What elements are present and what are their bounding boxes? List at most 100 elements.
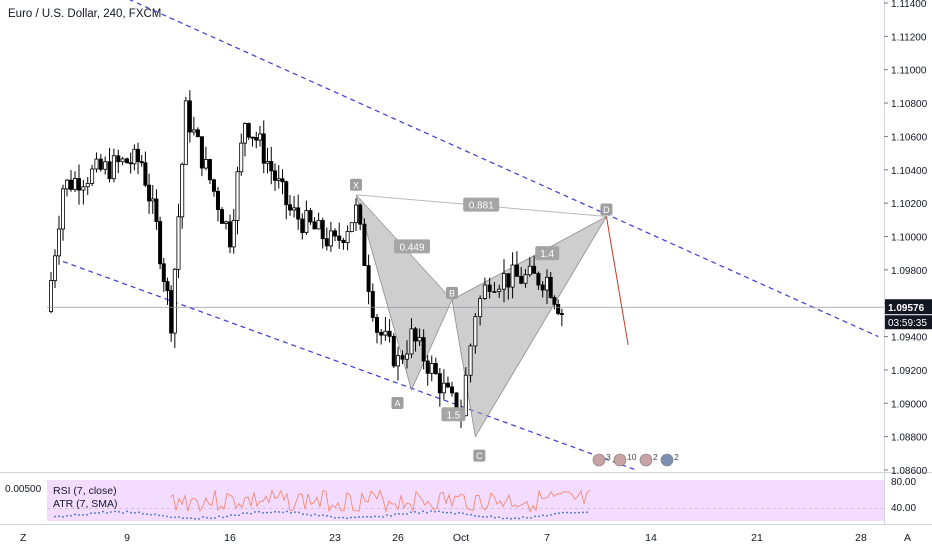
candle xyxy=(300,218,305,233)
atr-dot xyxy=(270,511,272,514)
candle xyxy=(65,179,70,190)
time-tick-label: 28 xyxy=(855,532,867,544)
candle xyxy=(374,317,379,333)
atr-dot xyxy=(258,510,260,513)
candle xyxy=(379,331,384,336)
candle xyxy=(128,162,133,165)
candle xyxy=(98,158,103,170)
atr-dot xyxy=(434,510,436,513)
atr-dot xyxy=(310,514,312,517)
candle xyxy=(69,179,74,190)
atr-dot xyxy=(374,515,376,518)
candle xyxy=(158,221,163,265)
candle xyxy=(332,230,337,237)
atr-dot xyxy=(558,512,560,514)
ratio-label: 0.449 xyxy=(399,242,424,253)
last-price-value: 1.09576 xyxy=(888,303,925,314)
candle xyxy=(254,137,259,141)
atr-dot xyxy=(230,514,232,516)
atr-dot xyxy=(154,513,156,516)
atr-dot xyxy=(266,511,268,514)
price-tick-label: 1.10600 xyxy=(891,132,928,143)
atr-dot xyxy=(386,514,388,516)
atr-dot xyxy=(422,510,424,513)
timezone-button: Z xyxy=(20,532,27,544)
atr-dot xyxy=(410,511,412,514)
atr-dot xyxy=(214,517,216,519)
price-tick-label: 1.11400 xyxy=(891,0,927,10)
event-count: 3 xyxy=(606,452,611,462)
atr-dot xyxy=(106,512,108,514)
candle xyxy=(143,162,148,186)
atr-dot xyxy=(282,511,284,514)
candle xyxy=(449,386,454,394)
pattern-triangle-xab[interactable] xyxy=(355,194,453,392)
atr-dot xyxy=(418,512,420,515)
candle xyxy=(191,129,196,133)
candle xyxy=(358,204,363,225)
atr-dot xyxy=(206,516,208,519)
candle xyxy=(308,210,313,223)
atr-dot xyxy=(130,511,132,514)
candle xyxy=(304,210,309,233)
atr-dot xyxy=(566,511,568,514)
atr-dot xyxy=(246,512,248,514)
channel-lower-line[interactable] xyxy=(62,260,637,471)
atr-dot xyxy=(238,514,240,517)
atr-dot xyxy=(318,514,320,517)
candle xyxy=(510,264,515,288)
atr-dot xyxy=(322,514,324,517)
ratio-label: 0.881 xyxy=(469,201,494,212)
candle xyxy=(548,276,553,298)
candle xyxy=(514,264,519,277)
candle xyxy=(219,209,224,224)
atr-dot xyxy=(474,515,476,517)
candle xyxy=(487,284,492,292)
eu-flag-icon[interactable] xyxy=(660,453,674,467)
candle xyxy=(227,221,232,248)
us-flag-icon[interactable] xyxy=(613,453,627,467)
projection-line[interactable] xyxy=(605,216,629,345)
candle xyxy=(556,303,561,314)
atr-dot xyxy=(510,517,512,520)
atr-dot xyxy=(438,510,440,513)
candle xyxy=(552,297,557,305)
atr-dot xyxy=(354,516,356,519)
candle xyxy=(165,281,170,292)
atr-dot xyxy=(378,515,380,518)
atr-dot xyxy=(382,516,384,518)
atr-dot xyxy=(530,517,532,519)
atr-dot xyxy=(218,515,220,518)
candle xyxy=(61,188,66,230)
candle xyxy=(316,220,321,230)
candle xyxy=(246,123,251,138)
candle xyxy=(324,238,329,247)
candle xyxy=(404,353,409,360)
atr-dot xyxy=(186,517,188,520)
candle xyxy=(468,345,473,376)
us-flag-icon[interactable] xyxy=(592,453,606,467)
atr-dot xyxy=(250,512,252,515)
atr-dot xyxy=(110,511,112,513)
atr-dot xyxy=(526,516,528,519)
candle xyxy=(409,328,414,355)
atr-dot xyxy=(466,513,468,516)
time-tick-label: 21 xyxy=(751,532,763,544)
candle xyxy=(527,265,532,276)
candle xyxy=(211,179,216,192)
candle xyxy=(120,158,125,163)
atr-dot xyxy=(390,515,392,517)
channel-upper-line[interactable] xyxy=(63,0,879,338)
pattern-triangle-bcd[interactable] xyxy=(451,215,608,438)
price-tick-label: 1.09000 xyxy=(891,399,928,410)
atr-dot xyxy=(578,511,580,514)
atr-dot xyxy=(494,516,496,519)
price-tick-label: 1.08600 xyxy=(891,466,928,477)
atr-dot xyxy=(74,513,76,516)
us-flag-icon[interactable] xyxy=(639,453,653,467)
candle xyxy=(125,158,130,164)
atr-dot xyxy=(286,510,288,513)
atr-dot xyxy=(338,516,340,519)
